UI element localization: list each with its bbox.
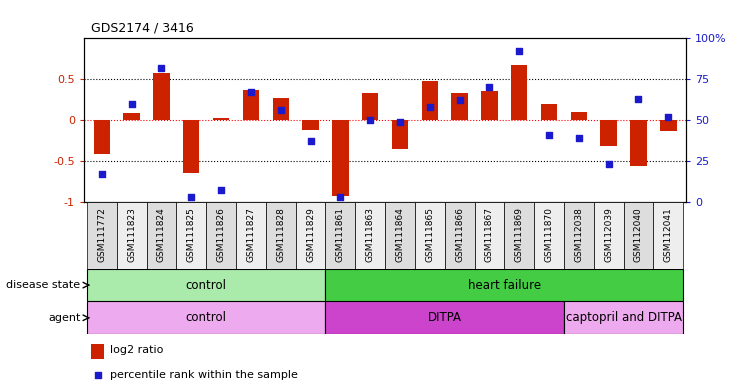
- Text: GSM111867: GSM111867: [485, 207, 494, 262]
- Point: [394, 119, 406, 125]
- Text: GSM112039: GSM112039: [604, 207, 613, 262]
- Bar: [332, 120, 348, 196]
- Text: GSM111861: GSM111861: [336, 207, 345, 262]
- Bar: [177, 202, 206, 269]
- Text: GSM111826: GSM111826: [217, 207, 226, 262]
- Bar: [630, 120, 647, 166]
- Bar: [564, 301, 683, 334]
- Point: [215, 187, 227, 193]
- Text: GSM111870: GSM111870: [545, 207, 553, 262]
- Text: GSM111828: GSM111828: [276, 207, 285, 262]
- Bar: [153, 73, 169, 120]
- Bar: [213, 118, 229, 120]
- Bar: [422, 81, 438, 120]
- Bar: [415, 202, 445, 269]
- Text: captopril and DITPA: captopril and DITPA: [566, 311, 682, 324]
- Text: GSM111827: GSM111827: [247, 207, 255, 262]
- Bar: [302, 120, 319, 130]
- Point: [185, 194, 197, 200]
- Bar: [623, 202, 653, 269]
- Bar: [653, 202, 683, 269]
- Bar: [385, 202, 415, 269]
- Point: [513, 48, 525, 55]
- Text: log2 ratio: log2 ratio: [110, 345, 163, 355]
- Bar: [451, 93, 468, 120]
- Bar: [296, 202, 326, 269]
- Bar: [93, 120, 110, 154]
- Point: [603, 161, 615, 167]
- Bar: [147, 202, 177, 269]
- Bar: [183, 120, 199, 173]
- Point: [662, 114, 674, 120]
- Bar: [511, 65, 528, 120]
- Bar: [117, 202, 147, 269]
- Text: GSM111772: GSM111772: [97, 207, 107, 262]
- Bar: [326, 301, 564, 334]
- Point: [155, 65, 167, 71]
- Bar: [481, 91, 498, 120]
- Bar: [571, 112, 587, 120]
- Text: disease state: disease state: [6, 280, 80, 290]
- Bar: [541, 104, 557, 120]
- Text: GSM111825: GSM111825: [187, 207, 196, 262]
- Text: GSM112040: GSM112040: [634, 207, 643, 262]
- Bar: [266, 202, 296, 269]
- Bar: [504, 202, 534, 269]
- Point: [304, 138, 316, 144]
- Point: [573, 135, 585, 141]
- Bar: [91, 344, 104, 359]
- Bar: [206, 202, 236, 269]
- Text: GSM111863: GSM111863: [366, 207, 374, 262]
- Text: GSM111829: GSM111829: [306, 207, 315, 262]
- Text: DITPA: DITPA: [428, 311, 461, 324]
- Point: [483, 84, 495, 91]
- Point: [334, 194, 346, 200]
- Point: [275, 107, 287, 113]
- Bar: [87, 269, 326, 301]
- Text: percentile rank within the sample: percentile rank within the sample: [110, 370, 297, 380]
- Text: GDS2174 / 3416: GDS2174 / 3416: [91, 22, 194, 35]
- Bar: [392, 120, 408, 149]
- Text: control: control: [185, 279, 227, 291]
- Text: GSM111865: GSM111865: [426, 207, 434, 262]
- Bar: [534, 202, 564, 269]
- Text: agent: agent: [48, 313, 80, 323]
- Bar: [564, 202, 593, 269]
- Bar: [326, 269, 683, 301]
- Point: [633, 96, 645, 102]
- Point: [245, 89, 257, 95]
- Text: control: control: [185, 311, 227, 324]
- Bar: [123, 114, 140, 120]
- Point: [543, 132, 555, 138]
- Text: GSM111869: GSM111869: [515, 207, 523, 262]
- Point: [454, 98, 466, 104]
- Bar: [593, 202, 623, 269]
- Bar: [272, 98, 289, 120]
- Bar: [601, 120, 617, 146]
- Bar: [474, 202, 504, 269]
- Text: GSM111864: GSM111864: [396, 207, 404, 262]
- Point: [96, 171, 108, 177]
- Point: [364, 117, 376, 123]
- Bar: [326, 202, 356, 269]
- Text: heart failure: heart failure: [468, 279, 541, 291]
- Text: GSM111824: GSM111824: [157, 207, 166, 262]
- Text: GSM111866: GSM111866: [455, 207, 464, 262]
- Bar: [362, 93, 378, 120]
- Bar: [242, 90, 259, 120]
- Bar: [660, 120, 677, 131]
- Text: GSM111823: GSM111823: [127, 207, 137, 262]
- Bar: [87, 301, 326, 334]
- Bar: [356, 202, 385, 269]
- Point: [92, 372, 104, 378]
- Bar: [236, 202, 266, 269]
- Text: GSM112041: GSM112041: [664, 207, 673, 262]
- Bar: [445, 202, 474, 269]
- Point: [126, 101, 137, 107]
- Bar: [87, 202, 117, 269]
- Point: [424, 104, 436, 110]
- Text: GSM112038: GSM112038: [575, 207, 583, 262]
